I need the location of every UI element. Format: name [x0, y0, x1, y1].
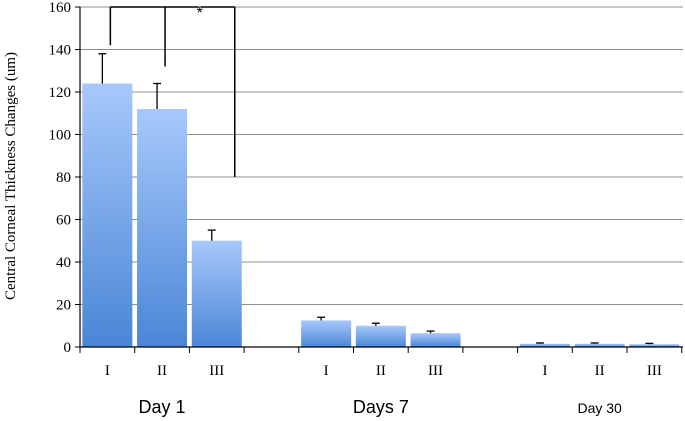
bar — [82, 83, 133, 347]
y-axis-label: Central Corneal Thickness Changes (um) — [3, 52, 19, 300]
bar — [301, 320, 352, 347]
bar — [574, 343, 625, 347]
y-tick-label: 160 — [49, 0, 72, 16]
bar — [519, 343, 570, 347]
y-tick-label: 60 — [56, 213, 71, 229]
category-label: I — [105, 363, 110, 379]
y-tick-label: 100 — [49, 128, 72, 144]
bar — [137, 109, 188, 347]
category-label: III — [209, 363, 224, 379]
significance-bracket: * — [109, 5, 236, 177]
category-label: III — [428, 363, 443, 379]
category-label: III — [647, 363, 662, 379]
bar — [629, 344, 680, 347]
y-tick-label: 40 — [56, 255, 71, 271]
category-label: I — [542, 363, 547, 379]
significance-star: * — [197, 5, 203, 22]
y-tick-label: 120 — [49, 85, 72, 101]
category-label: I — [324, 363, 329, 379]
group-label: Days 7 — [353, 397, 409, 417]
category-label: II — [595, 363, 605, 379]
axes — [75, 6, 683, 353]
bars — [82, 53, 680, 347]
y-tick-label: 80 — [56, 170, 71, 186]
category-label: II — [376, 363, 386, 379]
bar — [410, 333, 461, 347]
y-tick-label: 140 — [49, 43, 72, 59]
y-tick-label: 20 — [56, 298, 71, 314]
group-label: Day 30 — [577, 400, 622, 416]
y-tick-label: 0 — [64, 340, 72, 356]
group-label: Day 1 — [139, 397, 186, 417]
bar — [191, 240, 242, 347]
category-label: II — [157, 363, 167, 379]
bar — [355, 325, 406, 347]
